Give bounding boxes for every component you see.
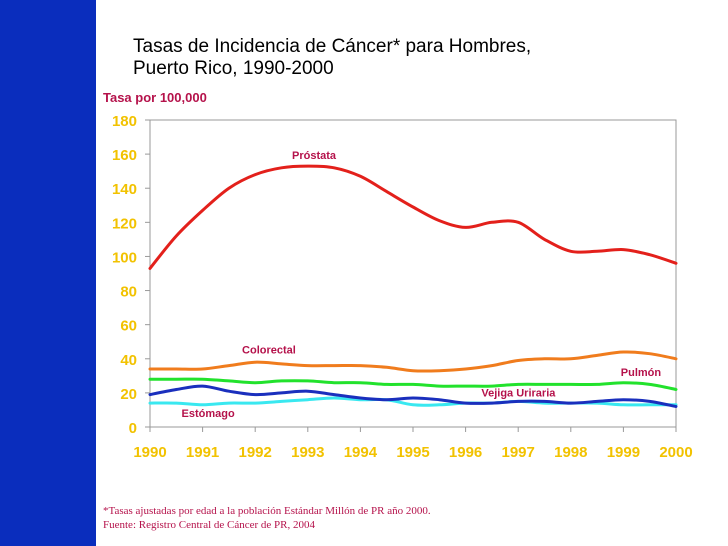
x-tick-label: 2000 bbox=[659, 444, 692, 461]
series-line-prostata bbox=[148, 164, 678, 270]
series-label-colorectal: Colorectal bbox=[242, 345, 296, 357]
footnote-adjustment: *Tasas ajustadas por edad a la población… bbox=[103, 505, 431, 517]
y-tick-label: 140 bbox=[112, 181, 137, 198]
y-axis-label: Tasa por 100,000 bbox=[103, 90, 207, 105]
series-label-estomago: Estómago bbox=[182, 408, 235, 420]
series-line-colorectal bbox=[148, 350, 678, 373]
x-tick-label: 1994 bbox=[344, 444, 378, 461]
chart-title: Tasas de Incidencia de Cáncer* para Homb… bbox=[133, 36, 531, 80]
series-line-pulmon bbox=[148, 384, 678, 408]
series-label-prostata: Próstata bbox=[292, 150, 337, 162]
y-tick-label: 180 bbox=[112, 113, 137, 130]
x-tick-label: 1996 bbox=[449, 444, 482, 461]
series-label-pulmon: Pulmón bbox=[621, 367, 662, 379]
series-label-vejiga-uriraria: Vejiga Uriraria bbox=[481, 387, 556, 399]
y-tick-label: 0 bbox=[129, 420, 137, 437]
title-line-2: Puerto Rico, 1990-2000 bbox=[133, 58, 334, 79]
x-tick-label: 1997 bbox=[502, 444, 535, 461]
sidebar-decoration bbox=[0, 0, 96, 546]
title-line-1: Tasas de Incidencia de Cáncer* para Homb… bbox=[133, 36, 532, 57]
x-tick-label: 1995 bbox=[396, 444, 429, 461]
y-tick-label: 160 bbox=[112, 147, 137, 164]
x-tick-label: 1998 bbox=[554, 444, 587, 461]
y-tick-label: 40 bbox=[120, 352, 137, 369]
x-tick-label: 1992 bbox=[239, 444, 272, 461]
y-tick-label: 80 bbox=[120, 284, 137, 301]
y-tick-label: 100 bbox=[112, 249, 137, 266]
y-tick-label: 20 bbox=[120, 386, 137, 403]
footnote-source: Fuente: Registro Central de Cáncer de PR… bbox=[103, 519, 316, 531]
y-tick-label: 120 bbox=[112, 215, 137, 232]
x-tick-label: 1991 bbox=[186, 444, 219, 461]
x-tick-label: 1993 bbox=[291, 444, 324, 461]
y-tick-label: 60 bbox=[120, 318, 137, 335]
x-tick-label: 1990 bbox=[133, 444, 166, 461]
x-tick-label: 1999 bbox=[607, 444, 640, 461]
series-line-vejiga-uriraria bbox=[148, 377, 678, 391]
